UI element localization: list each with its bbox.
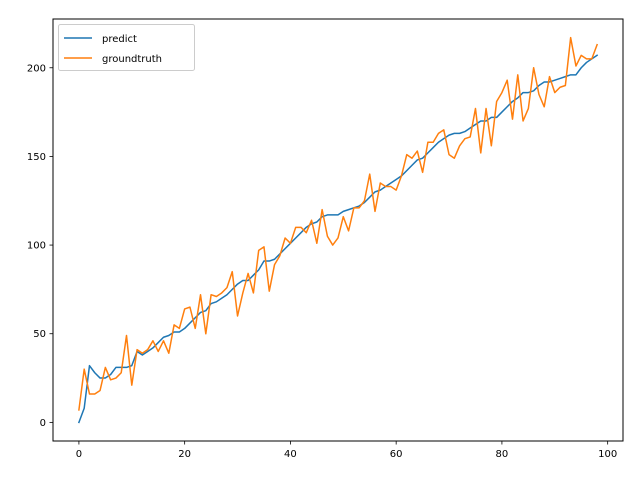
legend-label-predict: predict	[102, 34, 137, 45]
x-tick-label: 80	[496, 449, 509, 460]
x-tick-label: 0	[76, 449, 82, 460]
series-line-groundtruth	[78, 36, 599, 411]
y-tick-label: 50	[33, 329, 46, 340]
y-tick-label: 200	[27, 63, 46, 74]
y-tick-label: 150	[27, 152, 46, 163]
plot-lines	[77, 36, 599, 424]
axes-frame	[52, 18, 624, 442]
x-tick-label: 60	[390, 449, 403, 460]
x-axis-ticks: 0 20 40 60 80 100	[76, 441, 617, 460]
legend-label-groundtruth: groundtruth	[102, 54, 162, 65]
x-tick-label: 100	[598, 449, 617, 460]
x-tick-label: 20	[178, 449, 191, 460]
legend-box	[58, 24, 195, 71]
y-tick-label: 0	[40, 418, 46, 429]
x-tick-label: 40	[284, 449, 297, 460]
legend: predict groundtruth	[58, 24, 195, 71]
y-tick-label: 100	[27, 241, 46, 252]
y-axis-ticks: 0 50 100 150 200	[27, 63, 53, 429]
